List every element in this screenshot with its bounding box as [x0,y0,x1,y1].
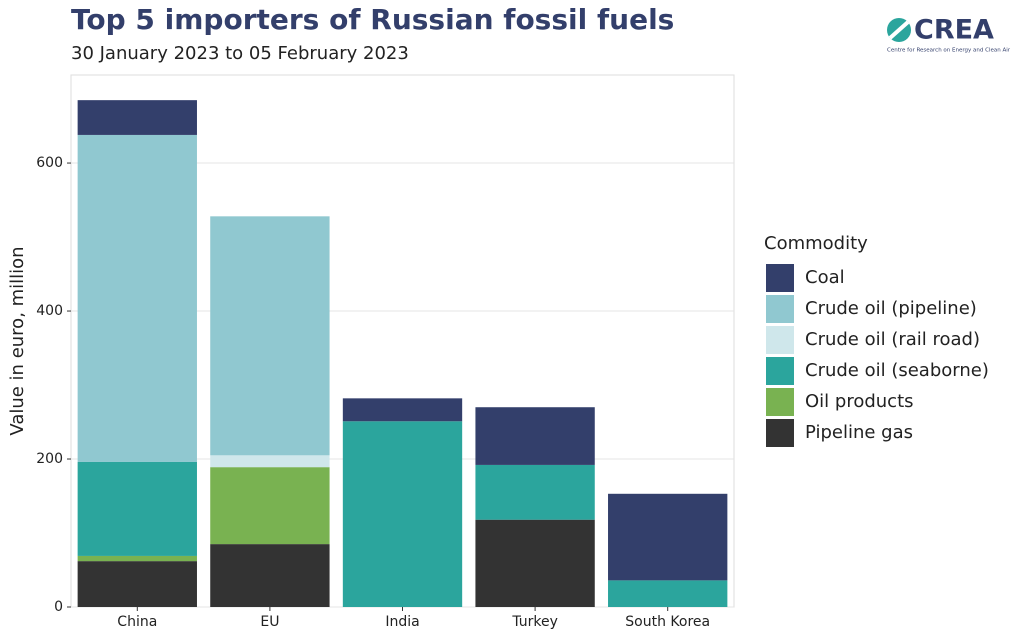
legend-key [766,388,794,416]
legend-key [766,419,794,447]
legend-key [766,264,794,292]
y-tick-label: 400 [36,303,63,319]
bar-segment [77,100,197,135]
legend-label: Crude oil (pipeline) [805,298,977,319]
logo: CREA Centre for Research on Energy and C… [887,15,1011,54]
bar-segment [77,561,197,607]
legend-label: Crude oil (seaborne) [805,360,989,381]
legend-key [766,357,794,385]
chart-subtitle: 30 January 2023 to 05 February 2023 [71,43,409,64]
logo-tagline: Centre for Research on Energy and Clean … [887,48,1011,54]
x-tick-label: India [385,614,419,630]
bar-segment [608,493,728,581]
chart-title: Top 5 importers of Russian fossil fuels [71,3,674,36]
legend-title: Commodity [764,233,868,254]
bar-segment [475,464,595,520]
legend-label: Oil products [805,391,914,412]
bar-segment [475,519,595,607]
bar-segment [210,455,330,468]
legend-key [766,295,794,323]
legend-key [766,326,794,354]
legend-label: Pipeline gas [805,422,913,443]
bar-segment [210,467,330,545]
bar-segment [608,580,728,607]
bar-segment [210,544,330,607]
logo-name: CREA [914,15,994,46]
x-tick-label: China [117,614,157,630]
legend-label: Coal [805,267,845,288]
logo-icon [888,20,910,40]
bar-segment [210,216,330,456]
x-tick-label: EU [260,614,279,630]
y-tick-label: 0 [54,599,63,615]
bar-segment [475,407,595,465]
y-tick-label: 200 [36,451,63,467]
x-tick-label: Turkey [511,614,558,630]
bar-segment [77,134,197,462]
y-tick-label: 600 [36,155,63,171]
legend-label: Crude oil (rail road) [805,329,980,350]
bar-segment [342,398,463,422]
bar-segment [342,421,463,607]
x-tick-label: South Korea [625,614,710,630]
bar-segment [77,461,197,556]
y-axis-label: Value in euro, million [7,246,28,435]
bar-segment [77,555,197,562]
